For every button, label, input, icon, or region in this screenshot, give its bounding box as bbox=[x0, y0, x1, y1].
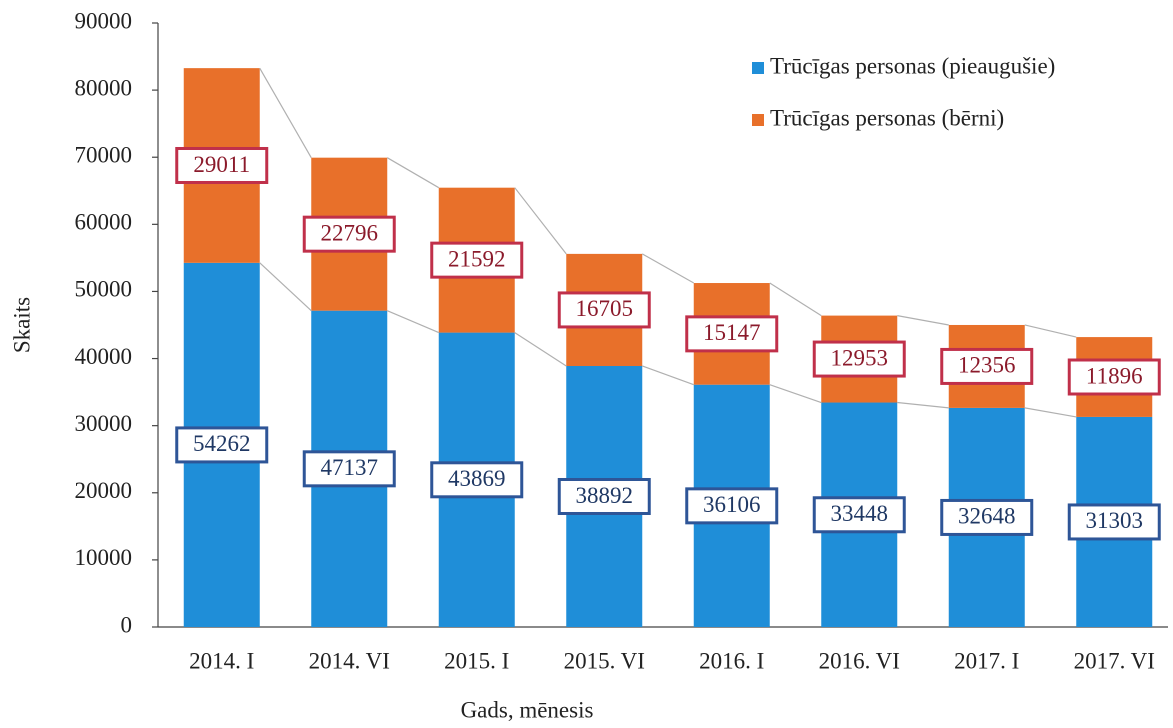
legend-swatch bbox=[752, 62, 764, 74]
connector-line bbox=[642, 365, 694, 386]
value-label: 33448 bbox=[831, 501, 889, 526]
connector-line bbox=[897, 315, 949, 326]
value-label-box bbox=[557, 291, 651, 329]
value-label-box bbox=[430, 241, 524, 279]
value-label: 29011 bbox=[193, 152, 250, 177]
value-label-box bbox=[685, 487, 779, 525]
value-label: 47137 bbox=[321, 455, 379, 480]
y-axis-label: Skaits bbox=[9, 297, 34, 353]
value-label: 16705 bbox=[576, 296, 634, 321]
value-label-box bbox=[302, 215, 396, 253]
value-label: 31303 bbox=[1086, 508, 1144, 533]
y-tick-label: 30000 bbox=[75, 411, 133, 436]
value-label-box bbox=[1067, 358, 1161, 396]
value-label-box bbox=[812, 340, 906, 378]
x-tick-label: 2017. I bbox=[954, 648, 1019, 673]
y-tick-label: 20000 bbox=[75, 478, 133, 503]
connector-line bbox=[386, 157, 440, 189]
y-tick-label: 10000 bbox=[75, 545, 133, 570]
connector-line bbox=[897, 401, 949, 409]
x-tick-label: 2017. VI bbox=[1074, 648, 1155, 673]
connector-line bbox=[259, 262, 312, 312]
y-tick-label: 80000 bbox=[75, 75, 133, 100]
connector-line bbox=[514, 332, 567, 367]
value-label: 11896 bbox=[1086, 363, 1143, 388]
value-label: 22796 bbox=[321, 220, 379, 245]
value-label-box bbox=[302, 450, 396, 488]
value-label-box bbox=[557, 477, 651, 515]
value-label-box bbox=[175, 146, 269, 184]
y-tick-label: 60000 bbox=[75, 210, 133, 235]
y-tick-label: 40000 bbox=[75, 344, 133, 369]
connector-line bbox=[769, 384, 822, 404]
value-label-box bbox=[812, 496, 906, 534]
value-label-box bbox=[430, 461, 524, 499]
value-label-box bbox=[940, 498, 1034, 536]
x-tick-label: 2015. VI bbox=[564, 648, 645, 673]
connector-line bbox=[259, 67, 312, 158]
y-tick-label: 50000 bbox=[75, 277, 133, 302]
x-tick-label: 2014. I bbox=[189, 648, 254, 673]
connector-line bbox=[769, 282, 822, 317]
legend-swatch bbox=[752, 114, 764, 126]
value-label-box bbox=[1067, 503, 1161, 541]
value-label: 36106 bbox=[703, 492, 761, 517]
x-tick-label: 2014. VI bbox=[309, 648, 390, 673]
value-label: 12356 bbox=[958, 353, 1016, 378]
connector-line bbox=[514, 187, 567, 255]
value-label: 54262 bbox=[193, 431, 251, 456]
x-axis-label: Gads, mēnesis bbox=[461, 697, 594, 722]
value-label: 32648 bbox=[958, 504, 1016, 529]
y-tick-label: 70000 bbox=[75, 143, 133, 168]
value-label-box bbox=[940, 347, 1034, 385]
x-tick-label: 2015. I bbox=[444, 648, 509, 673]
value-label-box bbox=[175, 426, 269, 464]
connector-line bbox=[387, 310, 439, 334]
value-label: 38892 bbox=[576, 483, 634, 508]
connector-line bbox=[1024, 324, 1077, 338]
legend-label: Trūcīgas personas (pieaugušie) bbox=[770, 53, 1055, 78]
value-label: 43869 bbox=[448, 466, 506, 491]
y-tick-label: 0 bbox=[121, 612, 133, 637]
connector-line bbox=[641, 253, 695, 284]
value-label: 21592 bbox=[448, 246, 506, 271]
legend-label: Trūcīgas personas (bērni) bbox=[770, 105, 1004, 130]
y-tick-label: 90000 bbox=[75, 8, 133, 33]
connector-line bbox=[1024, 407, 1077, 418]
x-tick-label: 2016. VI bbox=[819, 648, 900, 673]
value-label: 15147 bbox=[703, 320, 761, 345]
value-label: 12953 bbox=[831, 345, 889, 370]
value-label-box bbox=[685, 315, 779, 353]
x-tick-label: 2016. I bbox=[699, 648, 764, 673]
